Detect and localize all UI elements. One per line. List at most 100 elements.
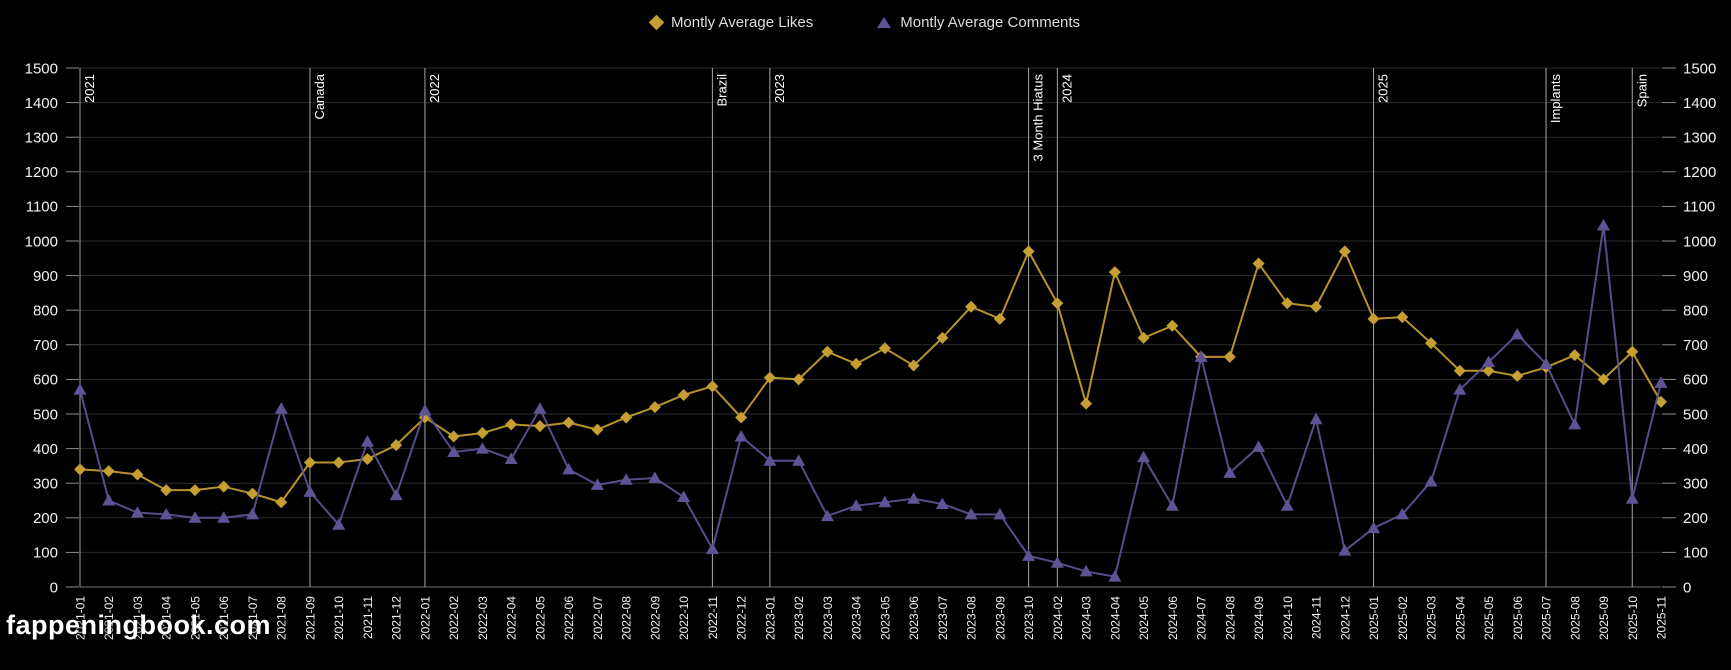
comments-point-marker[interactable] [792,454,806,466]
likes-point-marker[interactable] [217,480,230,493]
comments-point-marker[interactable] [217,511,231,523]
comments-point-marker[interactable] [907,492,921,504]
likes-point-marker[interactable] [706,380,719,393]
comments-point-marker[interactable] [1223,466,1237,478]
comments-point-marker[interactable] [1395,507,1409,520]
likes-point-marker[interactable] [878,342,891,355]
comments-point-marker[interactable] [389,488,403,501]
likes-point-marker[interactable] [505,418,518,431]
comments-point-marker[interactable] [1022,549,1036,561]
comments-point-marker[interactable] [590,478,604,490]
comments-point-marker[interactable] [935,497,949,509]
comments-point-marker[interactable] [1079,564,1093,577]
comments-point-marker[interactable] [734,429,748,442]
comments-point-marker[interactable] [303,485,317,497]
comments-point-marker[interactable] [1194,350,1208,362]
likes-point-marker[interactable] [1597,373,1610,386]
comments-point-marker[interactable] [1108,570,1122,582]
likes-point-marker[interactable] [1367,312,1380,325]
likes-point-marker[interactable] [533,420,546,433]
likes-point-marker[interactable] [1080,397,1093,410]
comments-point-marker[interactable] [418,404,432,416]
likes-point-marker[interactable] [131,468,144,481]
likes-point-marker[interactable] [246,487,259,500]
comments-point-marker[interactable] [1424,474,1438,487]
likes-point-marker[interactable] [160,484,173,497]
likes-point-marker[interactable] [993,312,1006,325]
likes-point-marker[interactable] [1252,257,1265,270]
comments-point-marker[interactable] [360,435,374,447]
likes-point-marker[interactable] [1166,319,1179,332]
comments-point-marker[interactable] [1280,499,1294,511]
comments-point-marker[interactable] [878,495,892,508]
likes-point-marker[interactable] [1223,350,1236,363]
likes-point-marker[interactable] [188,484,201,497]
likes-point-marker[interactable] [1310,300,1323,313]
comments-point-marker[interactable] [245,507,259,520]
comments-point-marker[interactable] [705,542,719,554]
comments-point-marker[interactable] [1539,357,1553,369]
likes-point-marker[interactable] [1281,297,1294,310]
comments-point-marker[interactable] [504,452,518,464]
comments-point-marker[interactable] [447,445,461,458]
likes-point-marker[interactable] [1051,297,1064,310]
likes-point-marker[interactable] [1568,349,1581,362]
comments-point-marker[interactable] [1453,383,1467,395]
likes-point-marker[interactable] [907,359,920,372]
comments-point-marker[interactable] [1137,450,1151,463]
likes-point-marker[interactable] [850,357,863,370]
likes-point-marker[interactable] [562,416,575,429]
likes-point-marker[interactable] [792,373,805,386]
likes-point-marker[interactable] [1511,369,1524,382]
comments-point-marker[interactable] [1482,355,1496,368]
comments-point-marker[interactable] [763,454,777,466]
likes-point-marker[interactable] [447,430,460,443]
likes-point-marker[interactable] [1108,266,1121,279]
comments-point-marker[interactable] [1252,440,1266,452]
comments-point-marker[interactable] [619,473,633,485]
comments-point-marker[interactable] [1050,556,1064,568]
comments-point-marker[interactable] [1367,521,1381,534]
comments-point-marker[interactable] [964,507,978,520]
likes-point-marker[interactable] [275,496,288,509]
likes-point-marker[interactable] [936,331,949,344]
comments-point-marker[interactable] [274,402,288,414]
comments-point-marker[interactable] [1597,218,1611,231]
likes-point-marker[interactable] [1137,331,1150,344]
likes-point-marker[interactable] [677,388,690,401]
comments-point-marker[interactable] [1510,327,1524,340]
comments-point-marker[interactable] [1309,412,1323,425]
comments-point-marker[interactable] [475,442,489,454]
comments-point-marker[interactable] [533,402,547,414]
likes-point-marker[interactable] [1425,337,1438,350]
likes-point-marker[interactable] [591,423,604,436]
comments-point-marker[interactable] [1654,376,1668,388]
comments-point-marker[interactable] [562,462,576,475]
comments-point-marker[interactable] [820,509,834,522]
comments-point-marker[interactable] [648,471,662,484]
comments-point-marker[interactable] [1165,499,1179,511]
likes-point-marker[interactable] [763,371,776,384]
comments-point-marker[interactable] [159,507,173,520]
likes-point-marker[interactable] [74,463,86,476]
likes-point-marker[interactable] [1626,345,1639,358]
comments-point-marker[interactable] [188,511,202,523]
likes-point-marker[interactable] [303,456,316,469]
comments-point-marker[interactable] [677,490,691,503]
comments-point-marker[interactable] [130,506,144,518]
likes-point-marker[interactable] [1022,245,1035,258]
likes-point-marker[interactable] [1338,245,1351,258]
likes-point-marker[interactable] [965,300,978,313]
likes-point-marker[interactable] [648,401,661,414]
likes-point-marker[interactable] [476,427,489,440]
comments-point-marker[interactable] [1568,417,1582,430]
comments-point-marker[interactable] [332,518,346,530]
likes-point-marker[interactable] [1396,311,1409,324]
likes-point-marker[interactable] [102,465,115,478]
likes-point-marker[interactable] [620,411,633,424]
comments-point-marker[interactable] [849,499,863,511]
legend-item-likes[interactable]: Montly Average Likes [648,14,813,31]
comments-point-marker[interactable] [993,507,1007,520]
likes-point-marker[interactable] [735,411,748,424]
legend-item-comments[interactable]: Montly Average Comments [877,14,1080,31]
